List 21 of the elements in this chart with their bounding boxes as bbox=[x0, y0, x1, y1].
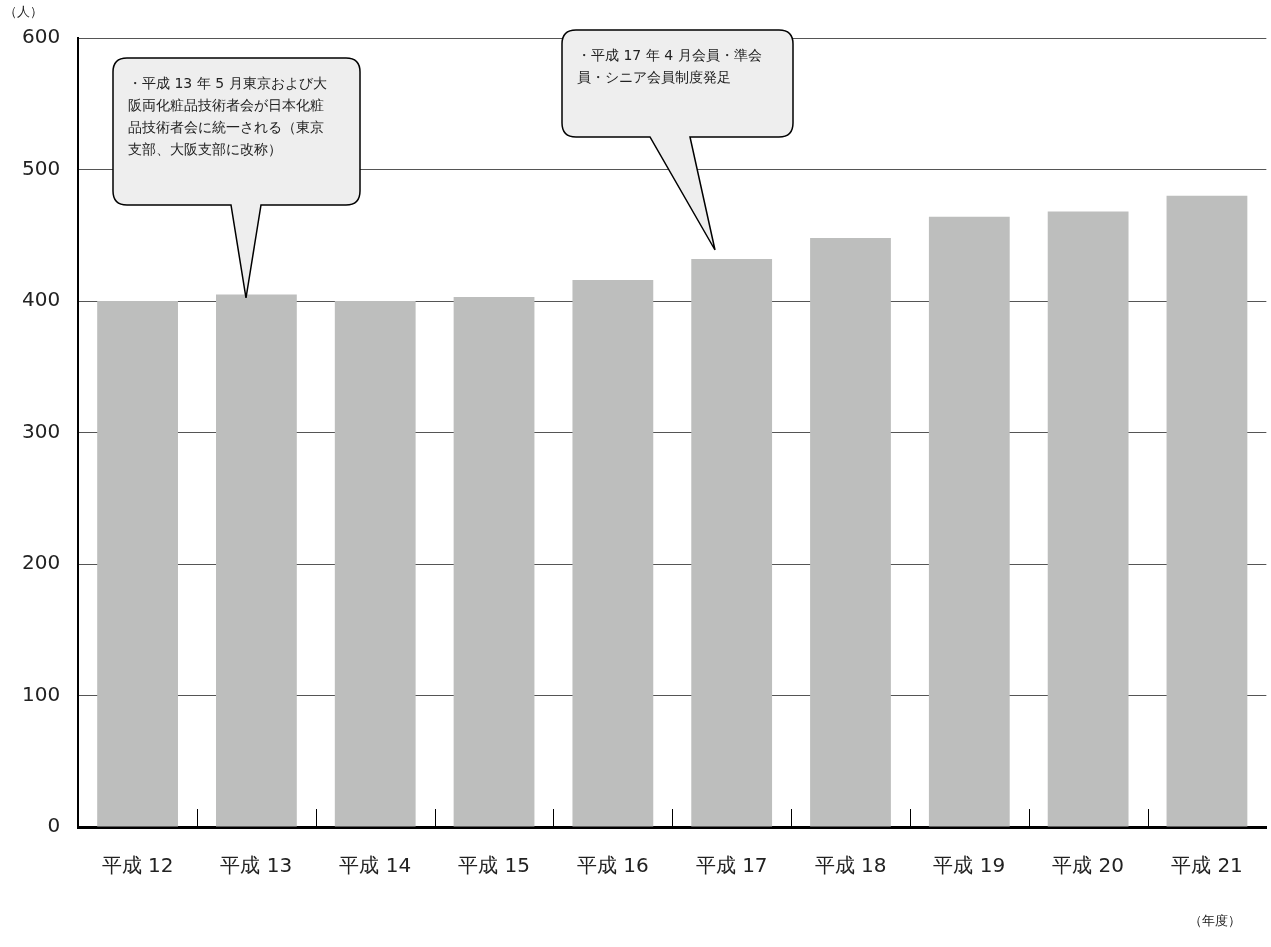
y-tick-label: 300 bbox=[21, 418, 61, 443]
x-tick-label: 平成 19 bbox=[933, 853, 1006, 878]
y-tick-label: 500 bbox=[21, 155, 61, 180]
x-tick-label: 平成 17 bbox=[695, 853, 768, 878]
x-tick-label: 平成 13 bbox=[220, 853, 293, 878]
y-tick-label: 400 bbox=[21, 287, 61, 312]
y-tick-label: 600 bbox=[21, 24, 61, 49]
x-tick-label: 平成 20 bbox=[1052, 853, 1125, 878]
annotation: ・平成 17 年 4 月会員・準会員・シニア会員制度発足 bbox=[577, 46, 763, 87]
x-tick-label: 平成 14 bbox=[339, 853, 412, 878]
x-axis-title: （年度） bbox=[1189, 912, 1241, 928]
x-tick-label: 平成 12 bbox=[101, 853, 174, 878]
x-tick-label: 平成 21 bbox=[1171, 853, 1243, 878]
y-tick-label: 0 bbox=[47, 813, 61, 838]
x-tick-label: 平成 18 bbox=[814, 853, 887, 878]
y-tick-label: 100 bbox=[21, 681, 61, 706]
x-tick-label: 平成 16 bbox=[576, 853, 649, 878]
y-axis-title: （人） bbox=[4, 3, 43, 19]
y-tick-label: 200 bbox=[21, 550, 61, 575]
annotation: ・平成 13 年 5 月東京および大阪両化粧品技術者会が日本化粧品技術者会に統一される（東京支部、大阪支部に改称） bbox=[128, 74, 328, 159]
x-tick-label: 平成 15 bbox=[458, 853, 530, 878]
